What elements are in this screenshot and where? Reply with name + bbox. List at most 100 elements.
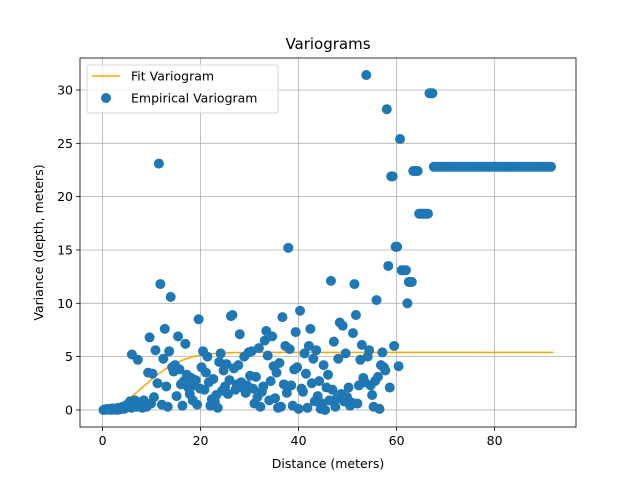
empirical-variogram-point [270, 393, 281, 404]
empirical-variogram-point [180, 338, 191, 349]
y-tick-label: 5 [65, 349, 73, 364]
empirical-variogram-point [190, 375, 201, 386]
empirical-variogram-point [286, 380, 297, 391]
empirical-variogram-point [202, 351, 213, 362]
empirical-variogram-point [161, 381, 172, 392]
chart-title: Variograms [285, 35, 370, 53]
empirical-variogram-point [132, 354, 143, 365]
empirical-variogram-point [149, 392, 160, 403]
empirical-variogram-point [224, 375, 235, 386]
empirical-variogram-point [300, 368, 311, 379]
empirical-variogram-point [356, 339, 367, 350]
empirical-variogram-point [147, 368, 158, 379]
y-tick-label: 15 [57, 242, 73, 257]
empirical-variogram-point [327, 384, 338, 395]
y-tick-label: 25 [57, 136, 73, 151]
empirical-variogram-point [255, 401, 266, 412]
empirical-variogram-point [367, 390, 378, 401]
empirical-variogram-point [265, 376, 276, 387]
empirical-variogram-point [259, 335, 270, 346]
empirical-variogram-point [275, 401, 286, 412]
x-axis-ticks: 0 20 40 60 80 [99, 427, 503, 448]
empirical-variogram-point [302, 402, 313, 413]
legend-empirical-swatch [101, 93, 111, 103]
empirical-variogram-point [377, 347, 388, 358]
empirical-variogram-point [372, 371, 383, 382]
empirical-variogram-point [371, 295, 382, 306]
empirical-variogram-point [227, 310, 238, 321]
empirical-variogram-point [318, 360, 329, 371]
empirical-variogram-point [164, 346, 175, 357]
empirical-variogram-point [158, 353, 169, 364]
empirical-variogram-point [349, 279, 360, 290]
empirical-variogram-point [422, 208, 433, 219]
x-tick-label: 0 [99, 433, 107, 448]
empirical-variogram-point [153, 158, 164, 169]
empirical-variogram-point [340, 348, 351, 359]
empirical-variogram-point [292, 362, 303, 373]
empirical-variogram-point [174, 364, 185, 375]
empirical-variogram-point [293, 403, 304, 414]
empirical-variogram-point [299, 348, 310, 359]
empirical-variogram-point [400, 265, 411, 276]
legend: Fit Variogram Empirical Variogram [86, 64, 279, 114]
empirical-variogram-point [173, 331, 184, 342]
empirical-variogram-point [387, 171, 398, 182]
x-axis-label: Distance (meters) [272, 456, 385, 471]
empirical-variogram-point [314, 376, 325, 387]
empirical-variogram-point [277, 312, 288, 323]
empirical-variogram-point [177, 400, 188, 411]
legend-empirical-label: Empirical Variogram [131, 91, 257, 106]
empirical-variogram-point [323, 369, 333, 380]
empirical-variogram-point [328, 336, 339, 347]
empirical-variogram-point [208, 374, 219, 385]
empirical-variogram-point [162, 401, 173, 412]
empirical-variogram-point [152, 378, 163, 389]
empirical-variogram-point [144, 332, 155, 343]
x-tick-label: 20 [193, 433, 209, 448]
empirical-variogram-point [330, 401, 341, 412]
empirical-variogram-point [343, 382, 354, 393]
empirical-variogram-point [233, 360, 244, 371]
empirical-variogram-point [402, 298, 413, 309]
y-tick-label: 0 [65, 402, 73, 417]
empirical-variogram-point [412, 166, 423, 177]
empirical-variogram-point [352, 398, 363, 409]
empirical-variogram-point [374, 403, 385, 414]
x-tick-label: 40 [291, 433, 307, 448]
empirical-variogram-point [348, 328, 358, 339]
empirical-variogram-point [320, 404, 331, 415]
empirical-variogram-point [271, 367, 282, 378]
y-axis-ticks: 0 5 10 15 20 25 30 [57, 82, 80, 417]
empirical-variogram-point [278, 379, 289, 390]
empirical-variogram-point [290, 327, 301, 338]
empirical-variogram-point [199, 384, 210, 395]
empirical-variogram-point [281, 387, 292, 398]
x-tick-label: 80 [487, 433, 503, 448]
y-tick-label: 10 [57, 296, 73, 311]
empirical-variogram-point [171, 391, 182, 402]
empirical-variogram-point [192, 399, 203, 410]
empirical-variogram-point [312, 391, 323, 402]
plot-frame [79, 57, 577, 428]
empirical-variogram-point [311, 345, 322, 356]
empirical-variogram-point [298, 386, 308, 397]
empirical-variogram-point [308, 353, 319, 364]
empirical-variogram-point [274, 358, 285, 369]
legend-fit-label: Fit Variogram [131, 69, 214, 84]
y-tick-label: 20 [57, 189, 73, 204]
empirical-variogram-point [240, 387, 251, 398]
empirical-variogram-point [380, 365, 391, 376]
empirical-variogram-point [350, 310, 361, 321]
empirical-variogram-point [361, 70, 372, 81]
empirical-variogram-point [295, 305, 306, 316]
empirical-variogram-point [212, 402, 223, 413]
empirical-variogram-point [325, 275, 336, 286]
y-axis-label: Variance (depth, meters) [31, 164, 46, 320]
empirical-variogram-point [155, 279, 166, 290]
empirical-variogram-point [267, 331, 278, 342]
empirical-variogram-point [223, 388, 234, 399]
empirical-variogram-point [283, 242, 294, 253]
empirical-variogram-point [364, 345, 375, 356]
empirical-variogram-point [284, 344, 295, 355]
